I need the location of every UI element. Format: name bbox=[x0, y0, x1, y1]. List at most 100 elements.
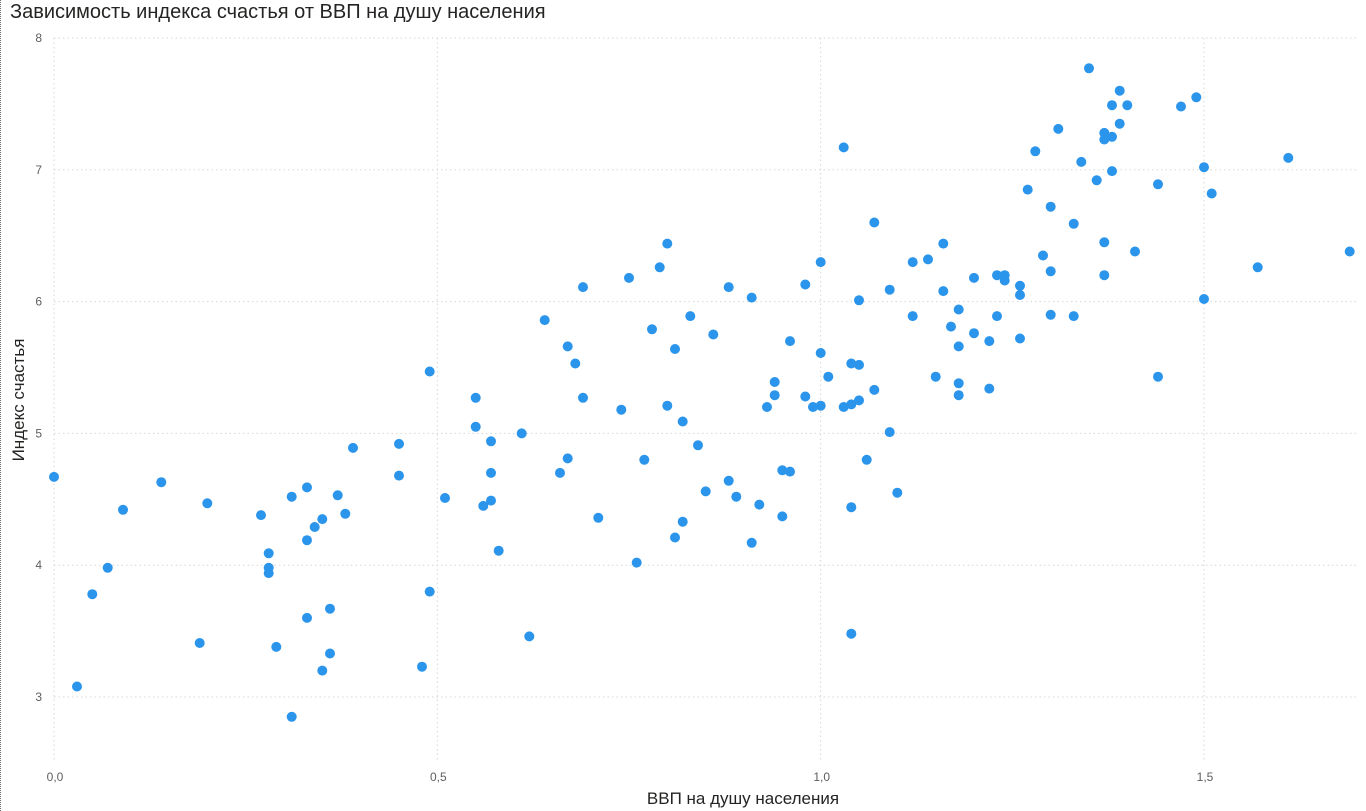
data-point[interactable] bbox=[861, 454, 872, 465]
data-point[interactable] bbox=[769, 377, 780, 387]
data-point[interactable] bbox=[1122, 100, 1133, 111]
data-point[interactable] bbox=[946, 321, 956, 332]
data-point[interactable] bbox=[1153, 179, 1163, 190]
data-point[interactable] bbox=[953, 390, 964, 401]
data-point[interactable] bbox=[394, 438, 404, 449]
data-point[interactable] bbox=[662, 400, 673, 411]
data-point[interactable] bbox=[1068, 311, 1079, 322]
data-point[interactable] bbox=[317, 514, 328, 525]
data-point[interactable] bbox=[1176, 101, 1186, 112]
data-point[interactable] bbox=[102, 562, 113, 573]
data-point[interactable] bbox=[1022, 184, 1033, 195]
data-point[interactable] bbox=[1015, 333, 1025, 344]
data-point[interactable] bbox=[723, 475, 734, 486]
data-point[interactable] bbox=[616, 404, 627, 415]
data-point[interactable] bbox=[846, 399, 857, 410]
data-point[interactable] bbox=[992, 311, 1002, 322]
data-point[interactable] bbox=[624, 272, 634, 283]
data-point[interactable] bbox=[302, 482, 312, 493]
data-point[interactable] bbox=[486, 436, 496, 447]
data-point[interactable] bbox=[938, 238, 949, 249]
data-point[interactable] bbox=[417, 661, 427, 672]
data-point[interactable] bbox=[263, 568, 274, 579]
data-point[interactable] bbox=[1045, 266, 1056, 277]
data-point[interactable] bbox=[700, 486, 711, 497]
data-point[interactable] bbox=[746, 537, 757, 548]
data-point[interactable] bbox=[1191, 92, 1202, 103]
data-point[interactable] bbox=[854, 295, 864, 306]
data-point[interactable] bbox=[1015, 280, 1025, 291]
data-point[interactable] bbox=[731, 491, 742, 502]
data-point[interactable] bbox=[1283, 152, 1294, 163]
data-point[interactable] bbox=[486, 467, 496, 478]
data-point[interactable] bbox=[1107, 131, 1117, 142]
data-point[interactable] bbox=[846, 358, 857, 369]
data-point[interactable] bbox=[1344, 246, 1355, 257]
data-point[interactable] bbox=[194, 638, 205, 648]
data-point[interactable] bbox=[992, 270, 1002, 281]
data-point[interactable] bbox=[907, 257, 918, 268]
data-point[interactable] bbox=[823, 371, 834, 382]
data-point[interactable] bbox=[815, 348, 826, 358]
data-point[interactable] bbox=[424, 366, 435, 377]
data-point[interactable] bbox=[746, 292, 757, 303]
data-point[interactable] bbox=[524, 631, 535, 642]
data-point[interactable] bbox=[302, 535, 312, 546]
data-point[interactable] bbox=[87, 589, 98, 600]
data-point[interactable] bbox=[969, 328, 979, 339]
data-point[interactable] bbox=[999, 270, 1010, 281]
data-point[interactable] bbox=[493, 545, 504, 556]
data-point[interactable] bbox=[647, 324, 657, 335]
data-point[interactable] bbox=[846, 502, 857, 513]
data-point[interactable] bbox=[869, 217, 880, 228]
data-point[interactable] bbox=[984, 383, 995, 394]
data-point[interactable] bbox=[677, 516, 688, 527]
data-point[interactable] bbox=[815, 257, 826, 268]
data-point[interactable] bbox=[938, 286, 949, 297]
data-point[interactable] bbox=[470, 392, 481, 403]
data-point[interactable] bbox=[1091, 175, 1102, 186]
data-point[interactable] bbox=[953, 304, 964, 315]
data-point[interactable] bbox=[654, 262, 665, 273]
data-point[interactable] bbox=[869, 384, 880, 395]
data-point[interactable] bbox=[1076, 156, 1087, 167]
data-point[interactable] bbox=[325, 648, 335, 659]
data-point[interactable] bbox=[570, 358, 581, 369]
data-point[interactable] bbox=[984, 336, 995, 347]
data-point[interactable] bbox=[1053, 123, 1064, 134]
data-point[interactable] bbox=[907, 311, 918, 322]
data-point[interactable] bbox=[762, 402, 772, 412]
data-point[interactable] bbox=[486, 495, 496, 506]
data-point[interactable] bbox=[969, 272, 979, 283]
data-point[interactable] bbox=[1099, 237, 1110, 248]
data-point[interactable] bbox=[332, 490, 343, 501]
data-point[interactable] bbox=[394, 470, 404, 481]
data-point[interactable] bbox=[785, 466, 795, 477]
data-point[interactable] bbox=[1107, 166, 1117, 177]
data-point[interactable] bbox=[838, 402, 849, 412]
data-point[interactable] bbox=[271, 641, 282, 652]
data-point[interactable] bbox=[854, 395, 864, 406]
data-point[interactable] bbox=[769, 390, 780, 401]
data-point[interactable] bbox=[808, 402, 818, 412]
data-point[interactable] bbox=[156, 477, 167, 488]
data-point[interactable] bbox=[930, 371, 941, 382]
data-point[interactable] bbox=[1130, 246, 1140, 257]
data-point[interactable] bbox=[1099, 270, 1110, 281]
data-point[interactable] bbox=[800, 279, 811, 290]
data-point[interactable] bbox=[325, 603, 335, 614]
data-point[interactable] bbox=[578, 392, 588, 403]
data-point[interactable] bbox=[631, 557, 642, 568]
data-point[interactable] bbox=[348, 442, 358, 453]
data-point[interactable] bbox=[1199, 294, 1209, 304]
data-point[interactable] bbox=[593, 512, 604, 523]
data-point[interactable] bbox=[854, 359, 864, 370]
data-point[interactable] bbox=[693, 440, 703, 451]
data-point[interactable] bbox=[1030, 146, 1041, 157]
data-point[interactable] bbox=[340, 508, 351, 519]
data-point[interactable] bbox=[202, 498, 213, 509]
data-point[interactable] bbox=[723, 282, 734, 293]
data-point[interactable] bbox=[309, 522, 320, 532]
data-point[interactable] bbox=[884, 427, 895, 438]
data-point[interactable] bbox=[302, 612, 312, 623]
